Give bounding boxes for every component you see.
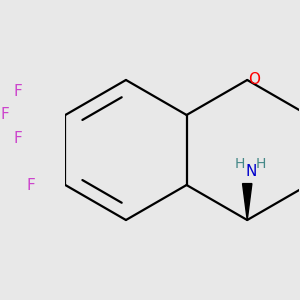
Text: H: H [256,157,266,171]
Text: F: F [0,107,9,122]
Text: F: F [13,130,22,146]
Text: N: N [245,164,256,179]
Text: F: F [26,178,35,193]
Text: O: O [248,73,260,88]
Text: F: F [13,84,22,99]
Text: H: H [235,157,245,171]
Polygon shape [243,184,252,220]
